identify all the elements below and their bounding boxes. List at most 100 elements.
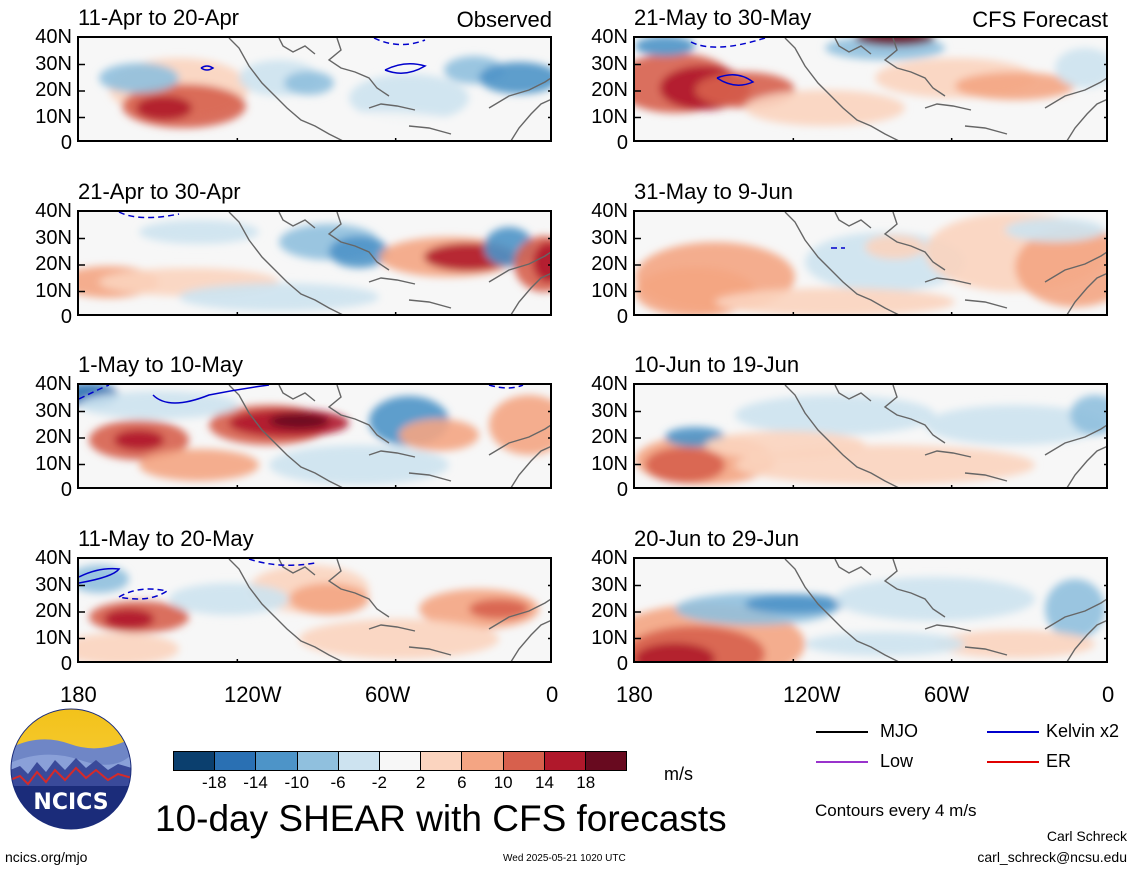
contour-line bbox=[152, 385, 270, 404]
y-tick-label: 0 bbox=[616, 306, 628, 328]
y-tick-label: 0 bbox=[60, 479, 72, 501]
colorbar-swatch bbox=[296, 752, 338, 770]
coastline bbox=[488, 424, 550, 456]
coastline bbox=[228, 559, 343, 661]
y-tick-label: 10N bbox=[35, 105, 72, 128]
coastline bbox=[1044, 598, 1106, 630]
coastline bbox=[924, 103, 972, 111]
footer-author: Carl Schreck bbox=[1046, 828, 1127, 844]
shear-anomaly bbox=[925, 405, 1105, 445]
main-title: 10-day SHEAR with CFS forecasts bbox=[155, 798, 727, 839]
y-tick-label: 20N bbox=[591, 600, 628, 622]
shear-anomaly bbox=[1055, 48, 1106, 88]
shear-anomaly bbox=[1070, 395, 1106, 435]
coastline bbox=[1044, 251, 1106, 283]
shear-anomaly bbox=[139, 220, 259, 244]
shear-anomaly bbox=[299, 619, 499, 659]
coastline bbox=[964, 472, 1008, 482]
coastline bbox=[834, 385, 872, 402]
shear-anomaly bbox=[705, 431, 865, 459]
contour-line bbox=[200, 65, 215, 71]
colorbar-tick-label: 10 bbox=[493, 773, 513, 792]
shear-map-panel bbox=[77, 557, 552, 663]
y-tick-label: 0 bbox=[616, 479, 628, 501]
contour-line bbox=[79, 385, 110, 400]
x-tick-label: 180 bbox=[60, 682, 97, 707]
y-tick-label: 0 bbox=[60, 653, 72, 675]
legend-label-low: Low bbox=[880, 751, 914, 771]
panel-tag: Observed bbox=[456, 7, 552, 32]
coastline bbox=[408, 646, 452, 656]
coastline bbox=[883, 212, 946, 271]
contour-line bbox=[118, 588, 169, 600]
coastline bbox=[964, 299, 1008, 309]
panel-title: 21-May to 30-May bbox=[634, 5, 812, 30]
contour-line bbox=[79, 567, 121, 584]
coastline bbox=[408, 472, 452, 482]
shear-anomaly bbox=[1005, 218, 1105, 242]
shear-anomaly bbox=[269, 445, 449, 485]
contour-line bbox=[248, 559, 316, 566]
panel-title: 21-Apr to 30-Apr bbox=[78, 179, 241, 204]
shear-anomaly bbox=[635, 38, 695, 56]
contour-line bbox=[716, 74, 755, 86]
colorbar-tick-label: -18 bbox=[201, 773, 227, 792]
shear-anomaly bbox=[865, 235, 925, 259]
colorbar bbox=[173, 751, 627, 771]
legend-label-mjo: MJO bbox=[880, 721, 918, 741]
coastline bbox=[1044, 77, 1106, 109]
coastline bbox=[278, 38, 316, 55]
y-tick-label: 0 bbox=[616, 132, 628, 154]
shear-anomaly bbox=[329, 236, 389, 268]
footer-url: ncics.org/mjo bbox=[5, 849, 88, 865]
y-tick-label: 20N bbox=[591, 79, 628, 101]
panel-title: 1-May to 10-May bbox=[78, 352, 244, 377]
y-tick-label: 10N bbox=[591, 105, 628, 128]
shear-anomaly bbox=[805, 632, 965, 656]
shear-anomaly bbox=[79, 633, 179, 661]
shear-anomaly bbox=[114, 430, 164, 450]
coastline bbox=[1066, 446, 1106, 487]
coastline bbox=[924, 450, 972, 458]
colorbar-swatch bbox=[378, 752, 421, 770]
colorbar-tick-label: -14 bbox=[243, 773, 268, 792]
coastline bbox=[368, 103, 416, 111]
coastline bbox=[327, 385, 390, 444]
shear-anomaly bbox=[349, 74, 469, 122]
coastline bbox=[1066, 99, 1106, 140]
y-tick-label: 40N bbox=[591, 373, 628, 395]
shear-map-panel bbox=[77, 36, 552, 142]
y-tick-label: 30N bbox=[35, 52, 72, 75]
contour-note: Contours every 4 m/s bbox=[815, 801, 977, 820]
coastline bbox=[883, 559, 946, 618]
y-tick-label: 0 bbox=[616, 653, 628, 675]
shear-anomaly bbox=[955, 72, 1075, 100]
shear-anomaly bbox=[1015, 227, 1106, 307]
shear-anomaly bbox=[399, 419, 479, 451]
coastline bbox=[784, 559, 899, 661]
shear-anomaly bbox=[935, 630, 1095, 658]
legend-line-er bbox=[987, 761, 1039, 763]
y-tick-label: 20N bbox=[35, 600, 72, 622]
y-tick-label: 30N bbox=[35, 573, 72, 596]
y-tick-label: 40N bbox=[35, 373, 72, 395]
colorbar-swatch bbox=[174, 752, 215, 770]
shear-anomaly bbox=[745, 90, 905, 126]
shear-anomaly bbox=[169, 583, 289, 615]
y-tick-label: 30N bbox=[591, 399, 628, 422]
coastline bbox=[368, 450, 416, 458]
contour-line bbox=[690, 38, 766, 48]
x-tick-label: 0 bbox=[1102, 682, 1115, 707]
x-tick-label: 120W bbox=[783, 682, 841, 707]
contour-line bbox=[118, 212, 180, 219]
coastline bbox=[784, 385, 899, 487]
y-tick-label: 40N bbox=[35, 200, 72, 222]
colorbar-tick-label: -6 bbox=[330, 773, 346, 792]
legend-label-kelvin: Kelvin x2 bbox=[1046, 721, 1120, 741]
coastline bbox=[784, 212, 899, 314]
coastline bbox=[883, 385, 946, 444]
shear-map-panel bbox=[633, 557, 1108, 663]
panel-title: 11-May to 20-May bbox=[78, 526, 254, 551]
y-tick-label: 30N bbox=[35, 226, 72, 249]
coastline bbox=[408, 125, 452, 135]
